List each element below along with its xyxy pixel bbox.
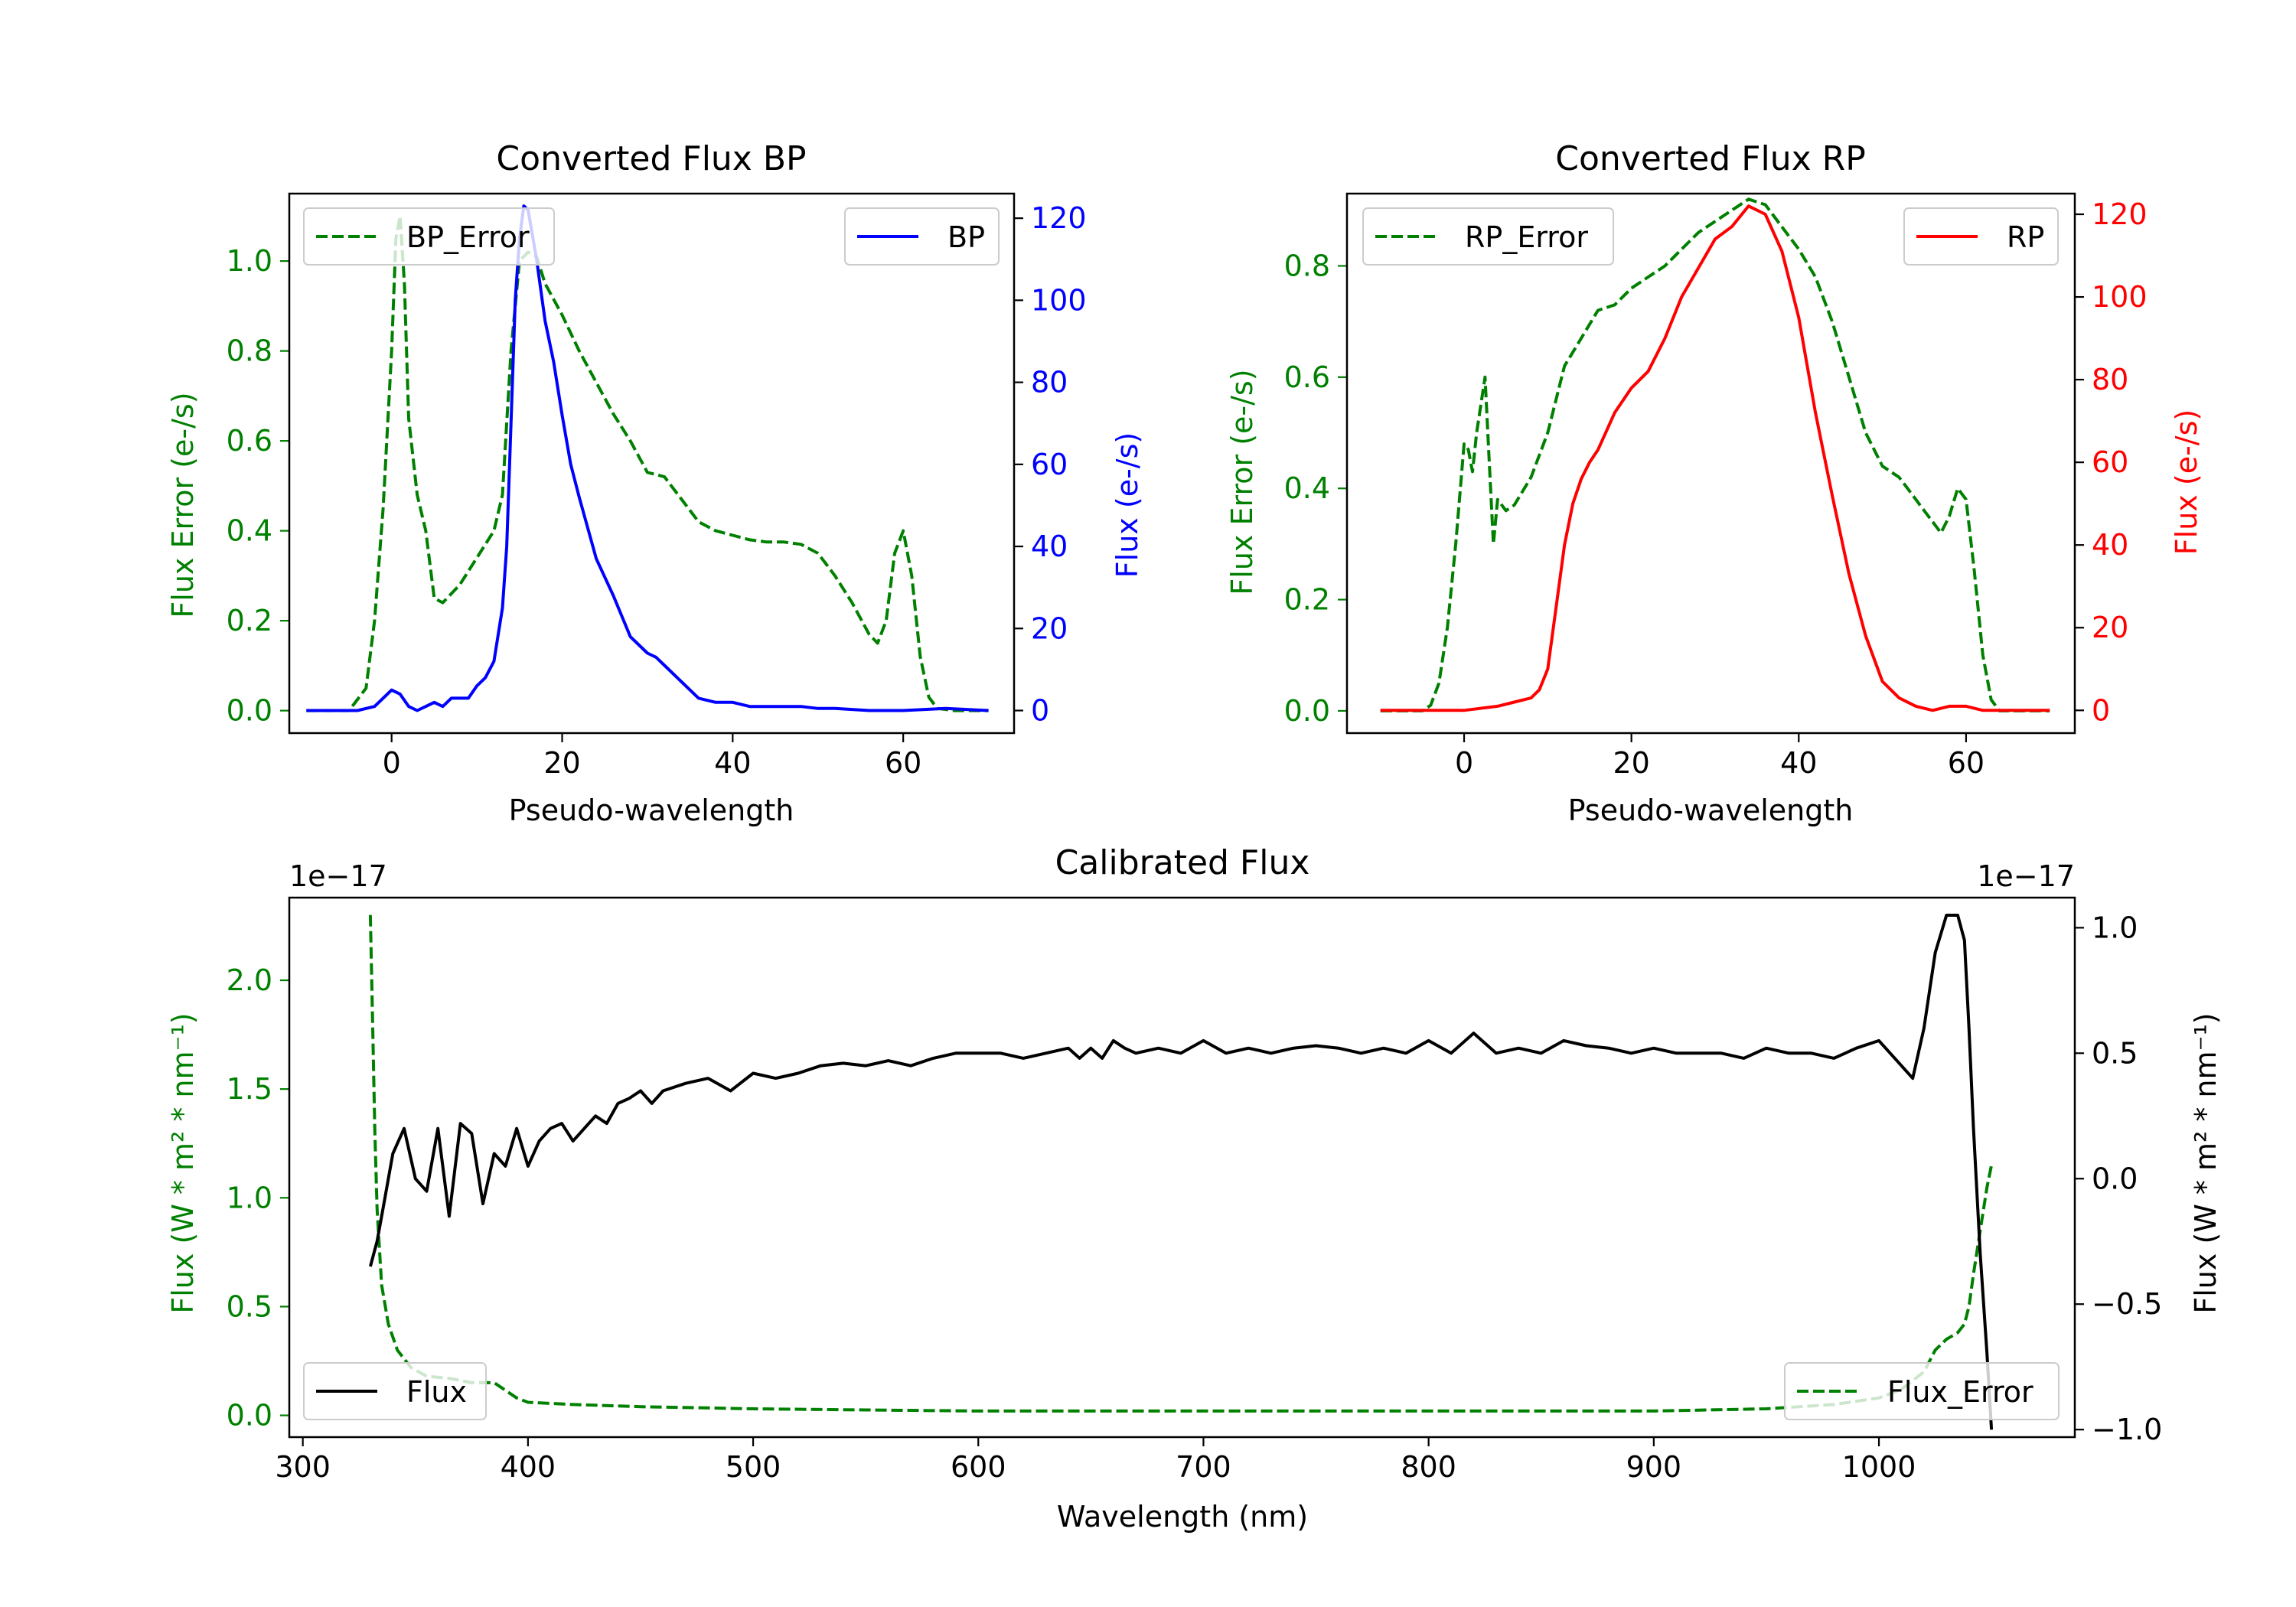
cal-plot-area: 300 400 500 600 700 800 900 1000 0.0 0.5 1.0 1.5 2.0…	[227, 911, 2163, 1484]
cal-legend-error: Flux_Error	[1784, 1362, 2060, 1420]
cal-ylabel-left: Flux (W * m² * nm⁻¹)	[166, 1012, 200, 1313]
y-right-tick-label: 100	[2092, 280, 2148, 314]
y-right-tick-label: 0	[2092, 693, 2110, 727]
bp-legend-flux-label: BP	[947, 220, 985, 254]
cal-legend-flux-label: Flux	[406, 1375, 467, 1409]
series-line-bp	[306, 204, 989, 712]
y-right-tick-label: 60	[2092, 445, 2128, 479]
series-line-bp-error	[306, 214, 989, 712]
bp-legend-error-label: BP_Error	[406, 220, 530, 254]
panel-bp: Converted Flux BP Pseudo-wavelength Flux…	[166, 139, 1144, 827]
y-right-tick-label: 40	[1031, 530, 1068, 563]
bp-title: Converted Flux BP	[496, 139, 806, 178]
y-left-tick-label: 0.4	[1284, 471, 1330, 505]
y-right-tick-label: 100	[1031, 283, 1087, 317]
cal-legend-flux: Flux	[303, 1362, 487, 1420]
rp-legend-error: RP_Error	[1362, 207, 1614, 266]
y-left-tick-label: 0.6	[227, 424, 272, 458]
bp-legend-flux: BP	[844, 207, 1000, 266]
cal-ylabel-right: Flux (W * m² * nm⁻¹)	[2189, 1012, 2223, 1313]
y-right-tick-label: 60	[1031, 448, 1068, 481]
y-right-tick-label: 40	[2092, 528, 2128, 562]
y-left-tick-label: 0.6	[1284, 360, 1330, 394]
y-right-tick-label: 0.0	[2092, 1162, 2138, 1195]
y-left-tick-label: 0.0	[1284, 694, 1330, 728]
x-tick-label: 40	[1780, 746, 1817, 780]
y-left-tick-label: 1.5	[227, 1072, 272, 1106]
bp-xlabel: Pseudo-wavelength	[509, 794, 794, 827]
y-right-tick-label: 120	[1031, 201, 1087, 235]
bp-frame	[288, 192, 1016, 735]
y-left-tick-label: 0.5	[227, 1289, 272, 1323]
y-right-tick-label: 80	[2092, 363, 2128, 396]
cal-xlabel: Wavelength (nm)	[1057, 1500, 1308, 1534]
rp-xlabel: Pseudo-wavelength	[1568, 794, 1854, 827]
cal-legend-error-label: Flux_Error	[1887, 1375, 2033, 1409]
x-tick-label: 20	[543, 746, 580, 780]
rp-title: Converted Flux RP	[1555, 139, 1866, 178]
bp-legend-error: BP_Error	[303, 207, 555, 266]
y-left-tick-label: 0.4	[227, 514, 272, 548]
x-tick-label: 700	[1176, 1450, 1231, 1484]
bp-plot-area: 0 20 40 60 0.0 0.2 0.4 0.6 0.8 1.0 0 20 40 60 80 100 120	[227, 201, 1087, 780]
cal-offset-right: 1e−17	[1977, 859, 2075, 893]
series-line-flux-error	[368, 914, 1994, 1413]
rp-legend-flux: RP	[1903, 207, 2059, 266]
y-right-tick-label: 0	[1031, 694, 1049, 728]
bp-ylabel-left: Flux Error (e-/s)	[166, 392, 200, 618]
y-left-tick-label: 0.2	[227, 604, 272, 637]
panel-rp: Converted Flux RP Pseudo-wavelength Flux…	[1225, 139, 2203, 827]
y-right-tick-label: 120	[2092, 197, 2148, 231]
y-left-tick-label: 0.8	[227, 334, 272, 368]
y-right-tick-label: 20	[2092, 611, 2128, 644]
y-right-tick-label: 0.5	[2092, 1036, 2138, 1070]
y-left-tick-label: 2.0	[227, 963, 272, 997]
y-right-tick-label: −1.0	[2092, 1413, 2162, 1446]
x-tick-label: 500	[726, 1450, 781, 1484]
x-tick-label: 0	[1455, 746, 1473, 780]
cal-frame	[288, 896, 2076, 1439]
rp-plot-area: 0 20 40 60 0.0 0.2 0.4 0.6 0.8 0 20 40 60 80 100 120	[1284, 197, 2148, 780]
x-tick-label: 0	[383, 746, 401, 780]
cal-offset-left: 1e−17	[289, 859, 387, 893]
rp-ylabel-left: Flux Error (e-/s)	[1225, 369, 1259, 595]
series-line-rp	[1380, 204, 2050, 712]
rp-frame	[1345, 192, 2076, 735]
y-left-tick-label: 0.0	[227, 694, 272, 728]
x-tick-label: 600	[951, 1450, 1006, 1484]
y-left-tick-label: 0.2	[1284, 583, 1330, 617]
x-tick-label: 40	[714, 746, 751, 780]
x-tick-label: 300	[275, 1450, 331, 1484]
x-tick-label: 800	[1401, 1450, 1456, 1484]
y-left-tick-label: 0.0	[227, 1399, 272, 1433]
rp-ylabel-right: Flux (e-/s)	[2170, 409, 2203, 555]
y-right-tick-label: 1.0	[2092, 911, 2138, 944]
x-tick-label: 1000	[1842, 1450, 1916, 1484]
cal-title: Calibrated Flux	[1055, 843, 1310, 882]
rp-legend-flux-label: RP	[2007, 220, 2044, 254]
series-line-flux	[368, 914, 1994, 1430]
x-tick-label: 60	[1948, 746, 1985, 780]
x-tick-label: 20	[1613, 746, 1649, 780]
series-line-rp-error	[1380, 197, 2050, 712]
y-left-tick-label: 0.8	[1284, 249, 1330, 282]
y-right-tick-label: 80	[1031, 366, 1068, 399]
x-tick-label: 60	[885, 746, 921, 780]
x-tick-label: 900	[1626, 1450, 1682, 1484]
y-left-tick-label: 1.0	[227, 1181, 272, 1214]
bp-ylabel-right: Flux (e-/s)	[1110, 432, 1144, 578]
y-right-tick-label: −0.5	[2092, 1287, 2162, 1321]
x-tick-label: 400	[501, 1450, 556, 1484]
panel-calibrated: Calibrated Flux Wavelength (nm) 1e−17 1e…	[166, 843, 2223, 1534]
rp-legend-error-label: RP_Error	[1465, 220, 1588, 254]
y-left-tick-label: 1.0	[227, 244, 272, 278]
y-right-tick-label: 20	[1031, 611, 1068, 645]
